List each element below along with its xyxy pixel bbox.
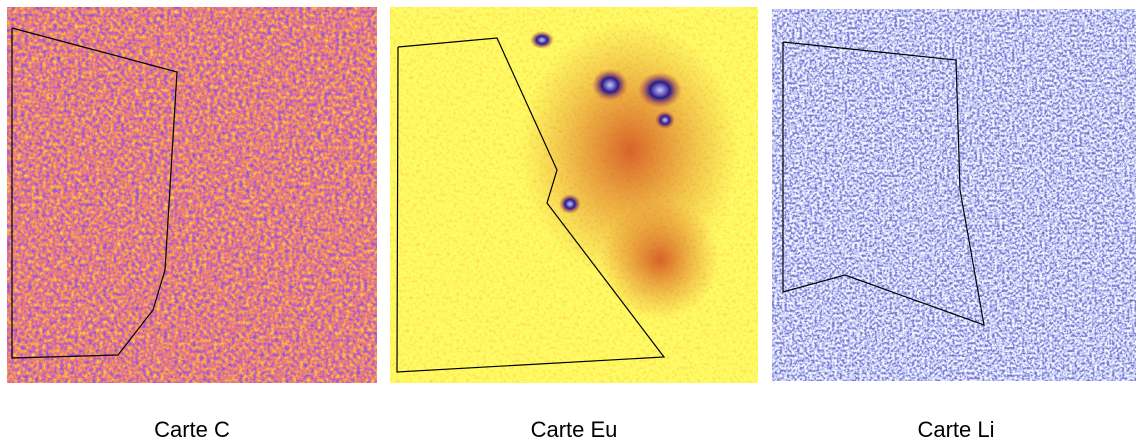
region-outline (11, 27, 178, 359)
map-image (7, 7, 377, 383)
feature (638, 72, 682, 108)
region-outline (782, 41, 985, 326)
panel-c: Carte C (7, 7, 377, 442)
caption: Carte Li (917, 417, 994, 442)
feature (592, 69, 628, 101)
region-outline (396, 37, 666, 373)
feature (655, 111, 675, 129)
caption: Carte C (154, 417, 230, 442)
panel-li: Carte Li (772, 9, 1136, 442)
feature (530, 31, 554, 49)
feature (559, 194, 581, 214)
feature (600, 200, 720, 320)
caption: Carte Eu (531, 417, 618, 442)
panel-eu: Carte Eu (390, 7, 758, 442)
map-image (772, 9, 1136, 381)
